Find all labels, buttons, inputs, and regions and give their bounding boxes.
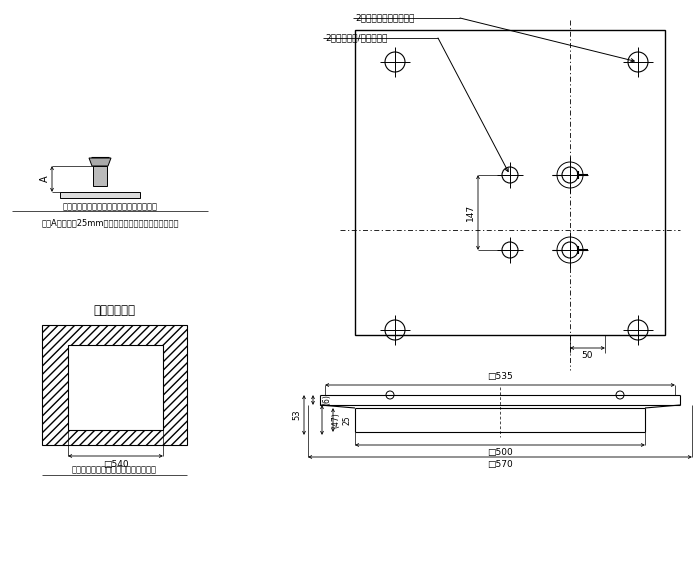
Text: 147: 147 bbox=[466, 204, 475, 221]
Text: 2－（ボルト取付け穴）: 2－（ボルト取付け穴） bbox=[355, 14, 414, 23]
Bar bbox=[42, 325, 187, 445]
Bar bbox=[355, 30, 665, 335]
Bar bbox=[68, 345, 163, 430]
Text: 53: 53 bbox=[293, 410, 302, 421]
Text: 取付けボルトを使用した場合の器具内寸法: 取付けボルトを使用した場合の器具内寸法 bbox=[62, 203, 158, 212]
Text: 50: 50 bbox=[582, 351, 594, 360]
Text: □500: □500 bbox=[487, 448, 513, 457]
Text: □540: □540 bbox=[103, 459, 128, 468]
Text: 注）A寸法は、25mmを超えないようにしてください。: 注）A寸法は、25mmを超えないようにしてください。 bbox=[41, 218, 178, 227]
Text: (47): (47) bbox=[331, 412, 340, 428]
Text: 25: 25 bbox=[342, 415, 351, 425]
Text: 埋込み取り付けの場合の埋込み穴寸法: 埋込み取り付けの場合の埋込み穴寸法 bbox=[72, 466, 157, 475]
Text: □535: □535 bbox=[487, 373, 513, 382]
Text: 埋込み穴寸法: 埋込み穴寸法 bbox=[93, 303, 135, 316]
Circle shape bbox=[616, 391, 624, 399]
Text: 2－（電源用/調光用穴）: 2－（電源用/調光用穴） bbox=[325, 34, 387, 42]
Text: (6): (6) bbox=[322, 395, 331, 405]
Circle shape bbox=[386, 391, 394, 399]
Text: □570: □570 bbox=[487, 459, 513, 468]
Polygon shape bbox=[89, 158, 111, 166]
Bar bbox=[60, 192, 140, 198]
Bar bbox=[93, 166, 107, 186]
Text: A: A bbox=[40, 176, 50, 182]
